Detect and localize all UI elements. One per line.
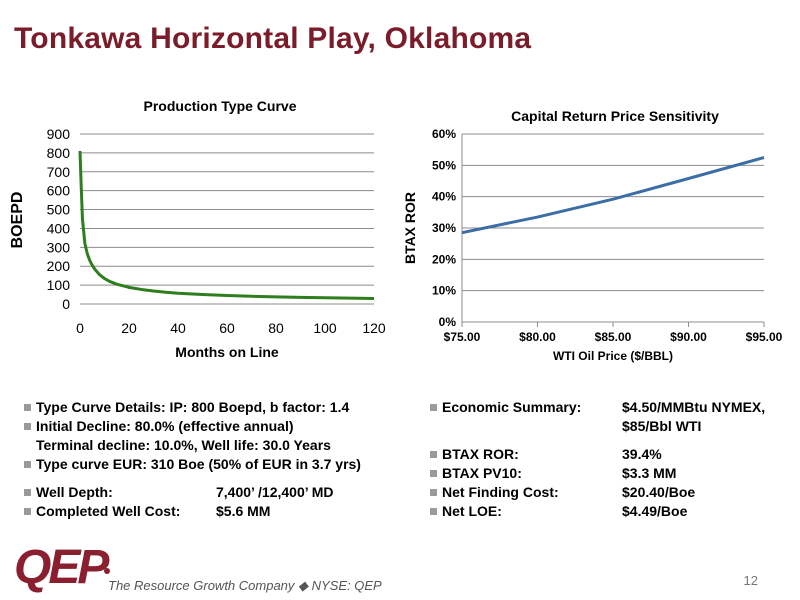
y-axis-label: BOEPD [9, 192, 26, 249]
x-tick-label: 120 [362, 320, 386, 336]
y-tick-label: 700 [47, 164, 71, 180]
bullet-item: BTAX ROR: 39.4% [428, 445, 765, 464]
bullet-text [442, 417, 622, 436]
y-tick-label: 0% [439, 315, 457, 329]
bullet-text: Completed Well Cost: [36, 503, 181, 519]
bullet-value: $4.49/Boe [622, 503, 688, 519]
bullet-square-icon [24, 489, 31, 496]
ror-chart-title: Capital Return Price Sensitivity [511, 108, 719, 124]
x-tick-label: $90.00 [670, 330, 707, 344]
y-tick-label: 40% [432, 190, 456, 204]
bullet-value: $85/Bbl WTI [622, 418, 702, 434]
bullet-value: $20.40/Boe [622, 484, 696, 500]
bullet-text: Initial Decline: 80.0% (effective annual… [36, 418, 294, 434]
bullet-text: Net LOE: [442, 503, 502, 519]
slide-title: Tonkawa Horizontal Play, Oklahoma [14, 22, 532, 55]
bullet-item: Net LOE: $4.49/Boe [428, 502, 765, 521]
bullet-square-icon [430, 451, 437, 458]
x-tick-label: 40 [170, 320, 186, 336]
x-tick-label: $95.00 [746, 330, 783, 344]
bullet-text: Type Curve Details: IP: 800 Boepd, b fac… [36, 399, 350, 415]
bullet-item: Initial Decline: 80.0% (effective annual… [22, 417, 361, 436]
bullet-value: $4.50/MMBtu NYMEX, [622, 399, 766, 415]
bullet-item: $85/Bbl WTI [428, 417, 765, 436]
bullet-square-icon [24, 508, 31, 515]
bullet-value: $5.6 MM [216, 503, 271, 519]
y-tick-label: 300 [47, 239, 71, 255]
qep-logo: QEP [14, 541, 109, 594]
x-tick-label: 20 [121, 320, 137, 336]
bullet-item: Type Curve Details: IP: 800 Boepd, b fac… [22, 398, 361, 417]
x-axis-label: Months on Line [175, 344, 279, 360]
y-tick-label: 10% [432, 284, 456, 298]
ror-series-line [461, 156, 765, 235]
production-series-line [78, 150, 375, 301]
bullet-item: Terminal decline: 10.0%, Well life: 30.0… [22, 436, 361, 455]
bullet-square-icon [24, 461, 31, 468]
right-bullets: Economic Summary: $4.50/MMBtu NYMEX, $85/B… [428, 398, 765, 521]
y-tick-label: 800 [47, 145, 71, 161]
bullet-text: Economic Summary: [442, 399, 582, 415]
bullet-item: Net Finding Cost: $20.40/Boe [428, 483, 765, 502]
y-tick-label: 600 [47, 183, 71, 199]
x-tick-label: 0 [76, 320, 84, 336]
bullet-text: Terminal decline: 10.0%, Well life: 30.0… [36, 437, 331, 453]
bullet-text: Type curve EUR: 310 Boe (50% of EUR in 3… [36, 456, 361, 472]
bullet-text: Net Finding Cost: [442, 484, 559, 500]
y-tick-label: 200 [47, 258, 71, 274]
bullet-item: Completed Well Cost: $5.6 MM [22, 502, 361, 521]
x-tick-label: $75.00 [444, 330, 481, 344]
bullet-square-icon [430, 508, 437, 515]
y-axis-label: BTAX ROR [402, 192, 418, 264]
logo-dot-icon [104, 568, 110, 574]
y-tick-label: 50% [432, 158, 456, 172]
bullet-item: Type curve EUR: 310 Boe (50% of EUR in 3… [22, 455, 361, 474]
production-chart-title: Production Type Curve [143, 98, 297, 114]
bullet-square-icon [430, 489, 437, 496]
bullet-square-icon [430, 404, 437, 411]
x-tick-label: 80 [268, 320, 284, 336]
x-axis-label: WTI Oil Price ($/BBL) [553, 349, 673, 363]
y-tick-label: 100 [47, 277, 71, 293]
y-tick-label: 400 [47, 220, 71, 236]
y-tick-label: 20% [432, 252, 456, 266]
bullet-square-icon [430, 470, 437, 477]
bullet-square-icon [24, 404, 31, 411]
bullet-item: Well Depth: 7,400’ /12,400’ MD [22, 483, 361, 502]
x-tick-label: $80.00 [519, 330, 556, 344]
bullet-text: Well Depth: [36, 484, 113, 500]
bullet-value: 7,400’ /12,400’ MD [216, 484, 334, 500]
bullet-value: $3.3 MM [622, 465, 677, 481]
y-tick-label: 500 [47, 202, 71, 218]
bullet-item: BTAX PV10: $3.3 MM [428, 464, 765, 483]
bullet-text: BTAX ROR: [442, 446, 519, 462]
bullet-text: BTAX PV10: [442, 465, 522, 481]
page-number: 12 [743, 573, 758, 588]
x-tick-label: 100 [313, 320, 337, 336]
y-tick-label: 0 [62, 296, 70, 312]
y-tick-label: 900 [47, 126, 71, 142]
bullet-item: Economic Summary: $4.50/MMBtu NYMEX, [428, 398, 765, 417]
company-tagline: The Resource Growth Company ◆ NYSE: QEP [108, 578, 382, 593]
x-tick-label: 60 [219, 320, 235, 336]
bullet-square-icon [24, 423, 31, 430]
x-tick-label: $85.00 [595, 330, 632, 344]
y-tick-label: 30% [432, 221, 456, 235]
bullet-value: 39.4% [622, 446, 662, 462]
left-bullets: Type Curve Details: IP: 800 Boepd, b fac… [22, 398, 361, 521]
y-tick-label: 60% [432, 127, 456, 141]
